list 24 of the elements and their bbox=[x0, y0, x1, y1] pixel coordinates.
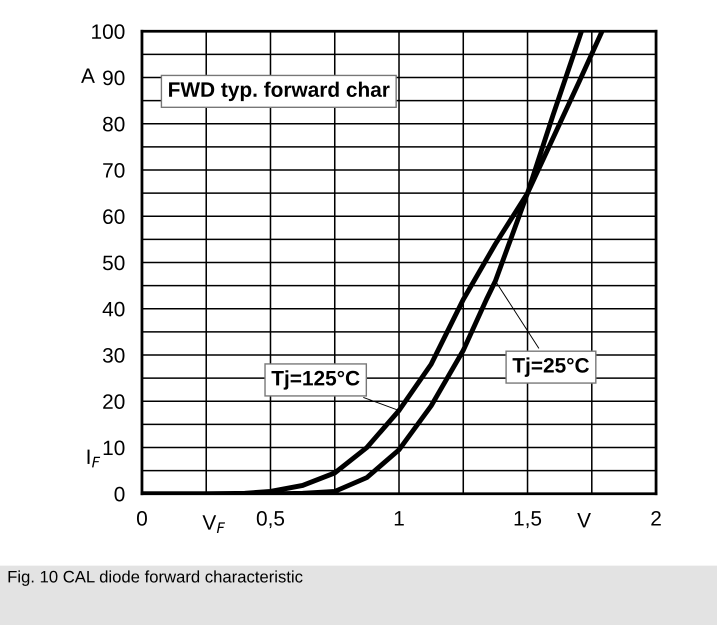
text: Tj=25°C bbox=[512, 357, 590, 377]
annotation: FWD typ. forward char bbox=[169, 82, 390, 102]
x-axis-title: V$_{F}$ bbox=[202, 515, 226, 534]
x-tick-label: 0 bbox=[136, 510, 147, 526]
y-axis-title: I$_{F}$ bbox=[88, 450, 100, 468]
x-tick-label: 1 bbox=[394, 511, 404, 526]
y-tick-label: 50 bbox=[102, 256, 124, 270]
y-tick-label: 80 bbox=[103, 116, 124, 132]
text: Tj=125°C bbox=[272, 370, 360, 390]
text: V bbox=[577, 513, 591, 528]
y-tick-label: 60 bbox=[103, 209, 124, 224]
y-tick-label: 30 bbox=[102, 348, 124, 363]
caption: Fig. 10 CAL diode forward characteristic bbox=[8, 570, 303, 586]
y-tick-label: 90 bbox=[103, 70, 124, 86]
x-tick-label: 2 bbox=[651, 510, 661, 526]
y-tick-label: 0 bbox=[114, 486, 124, 502]
y-tick-label: 100 bbox=[92, 24, 124, 40]
x-tick-label: 0,5 bbox=[256, 510, 284, 528]
y-tick-label: 10 bbox=[104, 440, 124, 456]
y-tick-label: 20 bbox=[103, 394, 124, 410]
y-tick-label: 40 bbox=[102, 302, 124, 317]
text: A bbox=[81, 68, 95, 83]
y-tick-label: 70 bbox=[103, 163, 124, 178]
x-tick-label: 1,5 bbox=[514, 511, 542, 528]
